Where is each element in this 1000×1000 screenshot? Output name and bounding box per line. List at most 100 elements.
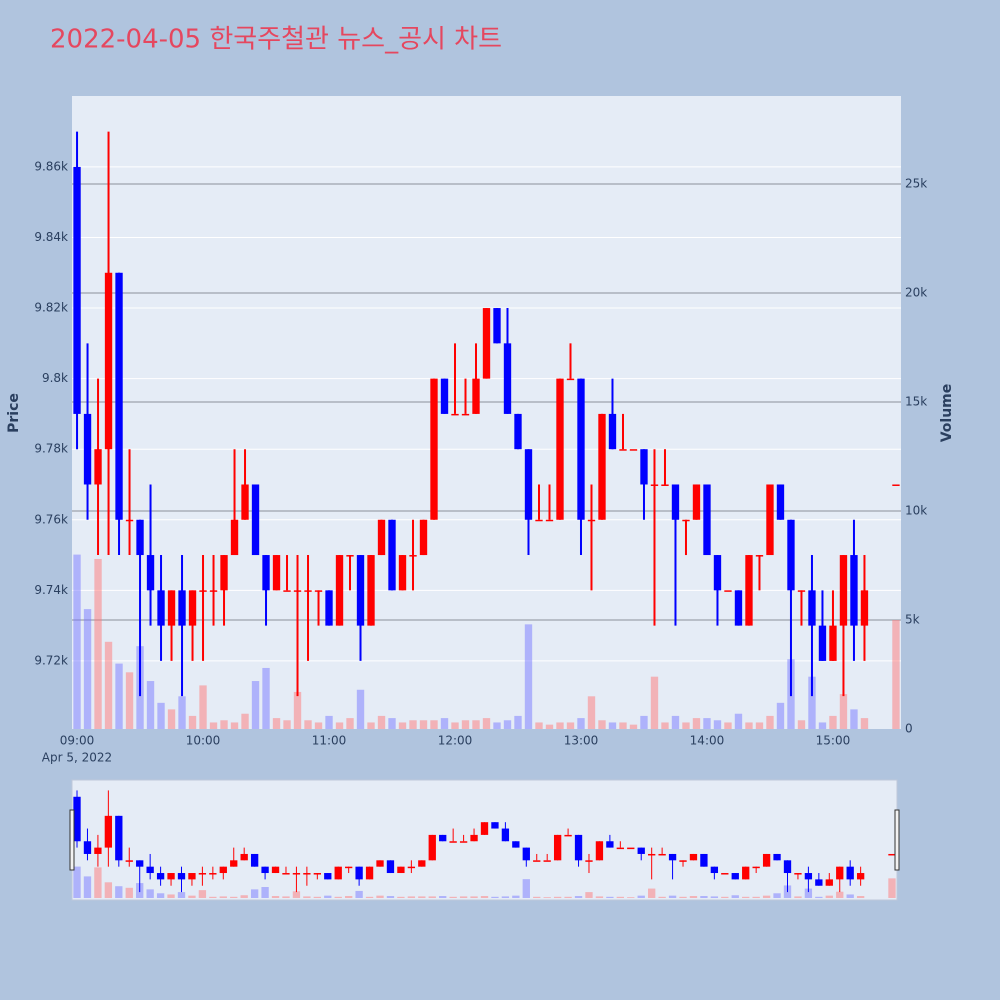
candle-body — [439, 834, 447, 842]
volume-bar — [850, 709, 858, 729]
volume-bar — [721, 896, 729, 898]
volume-bar — [724, 722, 732, 729]
volume-bar — [73, 554, 81, 729]
volume-bar — [846, 894, 854, 898]
candle-body — [136, 519, 144, 556]
y2-tick-label: 10k — [905, 504, 927, 518]
volume-bar — [650, 676, 659, 729]
candle-body — [136, 860, 144, 867]
range-handle[interactable] — [894, 809, 900, 871]
volume-bar — [585, 892, 593, 898]
range-slider[interactable] — [71, 779, 898, 901]
volume-bar — [304, 720, 312, 729]
candle-body — [283, 590, 291, 592]
candle-body — [459, 841, 468, 843]
volume-bar — [482, 718, 491, 729]
volume-bar — [543, 897, 551, 898]
candle-body — [850, 555, 858, 626]
volume-bar — [619, 722, 627, 729]
candle-body — [846, 866, 854, 880]
volume-bar — [766, 715, 774, 729]
candle-body — [230, 860, 238, 867]
candle-body — [418, 860, 426, 867]
volume-bar — [325, 715, 333, 729]
candle-body — [355, 866, 363, 880]
candle-body — [146, 555, 155, 591]
candle-body — [721, 873, 729, 875]
candle-body — [407, 866, 416, 869]
candle-body — [303, 873, 311, 875]
volume-bar — [407, 896, 416, 898]
range-handle[interactable] — [69, 809, 75, 871]
volume-bar — [398, 722, 407, 729]
candle-body — [766, 484, 774, 556]
volume-bar — [658, 896, 666, 898]
candle-body — [449, 841, 457, 843]
volume-bar — [188, 895, 196, 898]
volume-bar — [94, 558, 102, 729]
volume-bar — [104, 641, 113, 729]
volume-bar — [104, 882, 113, 898]
volume-bar — [627, 897, 635, 898]
candle-body — [598, 413, 606, 520]
volume-bar — [345, 896, 353, 898]
candle-body — [773, 853, 781, 861]
volume-bar — [83, 609, 92, 729]
volume-bar — [459, 896, 468, 898]
candle-body — [556, 378, 564, 520]
y2-axis-title: Volume — [939, 384, 955, 443]
candle-body — [94, 847, 102, 854]
volume-bar — [522, 879, 530, 898]
candle-body — [470, 834, 478, 842]
volume-bar — [491, 896, 499, 898]
volume-bar — [220, 720, 228, 729]
candle-body — [566, 378, 575, 381]
volume-bar — [388, 718, 396, 729]
candle-body — [367, 555, 375, 626]
candle-body — [818, 625, 827, 661]
volume-bar — [794, 896, 802, 898]
candle-body — [241, 484, 249, 520]
volume-bar — [776, 702, 785, 729]
candle-body — [271, 866, 280, 874]
candle-body — [668, 853, 677, 861]
volume-bar — [587, 696, 596, 729]
volume-bar — [713, 720, 722, 729]
candle-body — [752, 866, 760, 869]
volume-bar — [512, 895, 520, 898]
volume-bar — [553, 896, 562, 898]
candle-body — [553, 834, 562, 861]
volume-bar — [430, 720, 438, 729]
candle-body — [146, 866, 154, 874]
volume-bar — [745, 722, 753, 729]
candle-body — [293, 590, 302, 592]
candle-body — [892, 484, 900, 486]
candle-body — [776, 484, 785, 520]
candle-body — [272, 555, 281, 591]
candle-body — [535, 519, 543, 522]
y2-tick-label: 20k — [905, 286, 927, 300]
volume-bar — [668, 895, 677, 898]
volume-bar — [115, 886, 123, 898]
volume-bar — [346, 718, 354, 729]
volume-bar — [480, 896, 489, 898]
candle-body — [679, 860, 687, 862]
candle-body — [860, 590, 869, 626]
volume-bar — [574, 896, 583, 898]
y-tick-label: 9.86k — [34, 159, 68, 173]
candle-body — [115, 815, 123, 861]
volume-bar — [230, 722, 239, 729]
candle-body — [157, 590, 165, 626]
volume-bar — [262, 667, 270, 729]
volume-bar — [461, 720, 470, 729]
candle-body — [783, 860, 792, 874]
candle-body — [514, 413, 522, 450]
volume-bar — [608, 722, 617, 729]
volume-bar — [324, 895, 332, 898]
candle-body — [637, 847, 645, 854]
volume-bar — [888, 878, 896, 898]
volume-bar — [146, 889, 154, 898]
volume-bar — [700, 896, 708, 898]
candle-body — [856, 873, 865, 880]
